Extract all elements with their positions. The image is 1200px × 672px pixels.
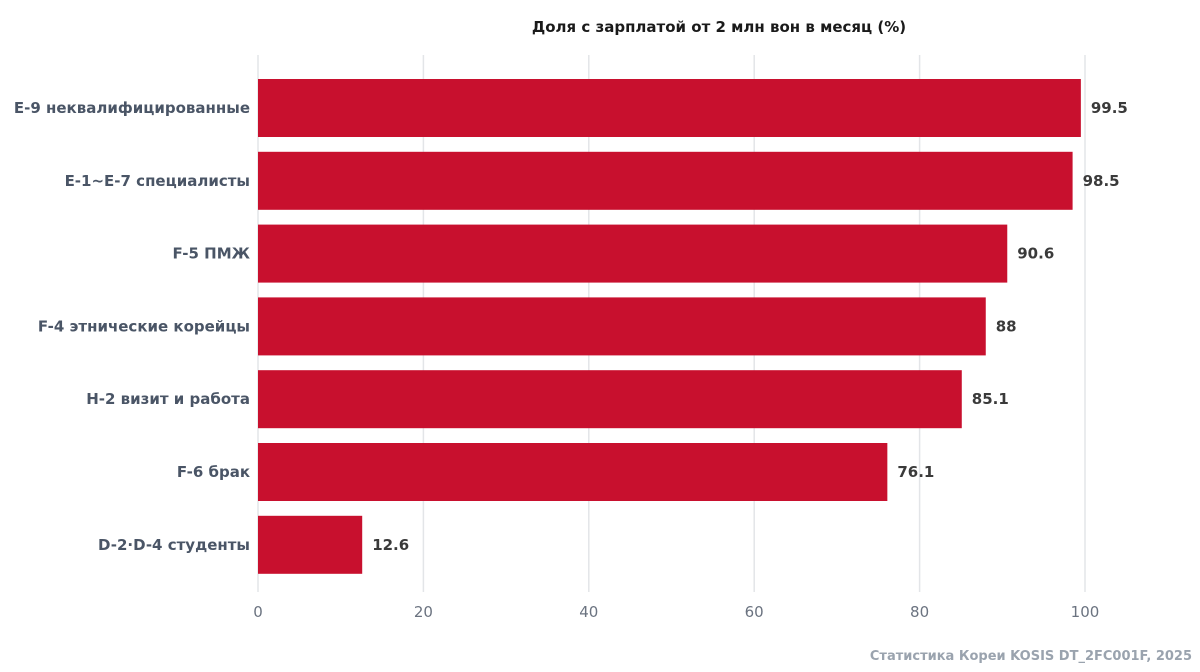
bar <box>258 370 962 429</box>
category-label: F-5 ПМЖ <box>172 245 250 263</box>
bar <box>258 515 363 574</box>
category-label: E-1~E-7 специалисты <box>65 172 250 190</box>
value-label: 85.1 <box>972 390 1009 408</box>
category-label: H-2 визит и работа <box>86 390 250 408</box>
bar <box>258 297 986 356</box>
category-label: D-2·D-4 студенты <box>98 536 250 554</box>
value-labels: 99.5 98.5 90.6 88 85.1 76.1 12.6 <box>372 99 1128 554</box>
x-tick-label: 100 <box>1071 603 1100 621</box>
x-tick-label: 80 <box>910 603 929 621</box>
x-tick-label: 0 <box>253 603 263 621</box>
bar <box>258 151 1073 210</box>
category-label: E-9 неквалифицированные <box>14 99 250 117</box>
source-note: Статистика Кореи KOSIS DT_2FC001F, 2025 <box>869 649 1192 664</box>
bar <box>258 443 888 501</box>
value-label: 12.6 <box>372 536 409 554</box>
x-tick-label: 60 <box>745 603 764 621</box>
x-tick-label: 40 <box>579 603 598 621</box>
category-labels: E-9 неквалифицированные E-1~E-7 специалис… <box>14 99 251 554</box>
chart-title: Доля с зарплатой от 2 млн вон в месяц (%… <box>532 18 906 36</box>
value-label: 76.1 <box>897 463 934 481</box>
x-axis-ticks: 0 20 40 60 80 100 <box>253 603 1099 621</box>
category-label: F-6 брак <box>177 463 250 481</box>
value-label: 90.6 <box>1017 245 1054 263</box>
value-label: 99.5 <box>1091 99 1128 117</box>
value-label: 98.5 <box>1083 172 1120 190</box>
x-tick-label: 20 <box>414 603 433 621</box>
bar <box>258 79 1081 137</box>
category-label: F-4 этнические корейцы <box>38 317 250 335</box>
bars <box>258 79 1081 574</box>
value-label: 88 <box>996 317 1017 335</box>
bar <box>258 224 1008 283</box>
